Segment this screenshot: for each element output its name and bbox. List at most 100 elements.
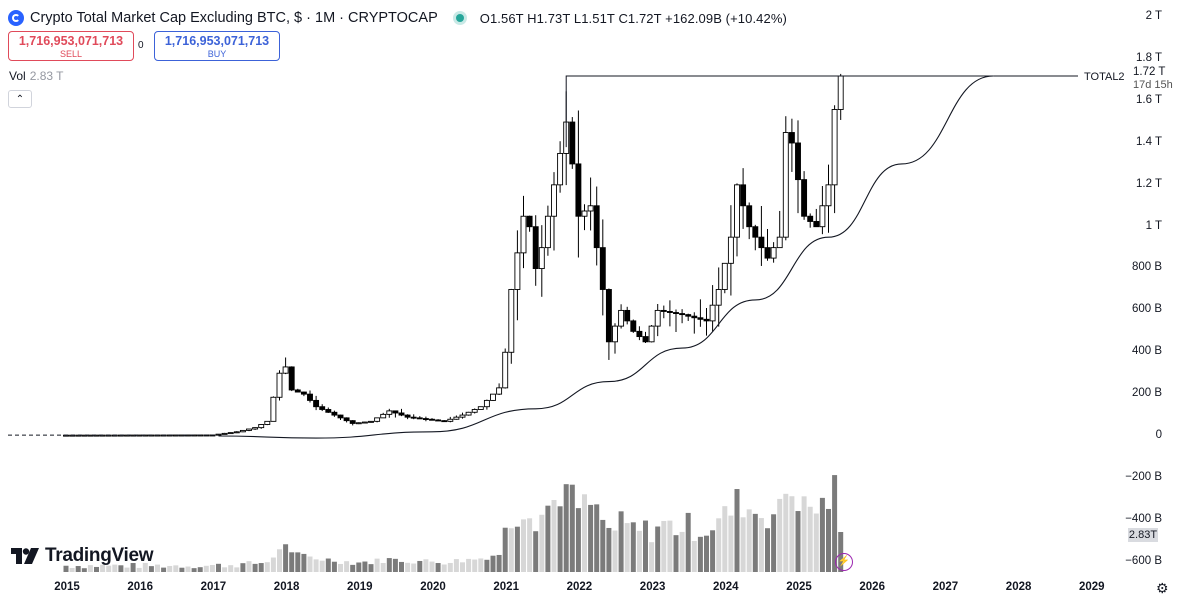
- volume-bar: [142, 562, 148, 572]
- candle-body: [654, 309, 661, 327]
- volume-bar: [795, 511, 801, 572]
- candle-body: [636, 330, 643, 338]
- volume-value: 2.83 T: [29, 69, 64, 83]
- brand-name: TradingView: [45, 545, 154, 566]
- volume-bar: [594, 504, 600, 572]
- volume-bar: [819, 497, 825, 572]
- candle-body: [538, 247, 545, 270]
- candle-body: [233, 431, 240, 434]
- volume-bar: [758, 518, 764, 572]
- candle-body: [587, 205, 594, 212]
- volume-bar: [746, 509, 752, 572]
- buy-button[interactable]: 1,716,953,071,713 BUY: [154, 31, 280, 61]
- volume-bar: [313, 559, 319, 572]
- price-tick-label: 400 B: [1131, 345, 1162, 358]
- volume-bar: [612, 530, 618, 572]
- candle-body: [307, 393, 313, 401]
- candle-body: [642, 336, 649, 343]
- candle-body: [776, 236, 783, 249]
- candle-body: [380, 413, 387, 419]
- time-tick-label: 2023: [639, 581, 666, 593]
- chevron-up-icon[interactable]: ⌃: [8, 90, 32, 108]
- candle-body: [508, 289, 515, 353]
- candle-body: [374, 417, 381, 422]
- time-tick-label: 2025: [786, 581, 812, 593]
- market-status-icon: [455, 14, 464, 22]
- volume-bar: [630, 522, 636, 572]
- candle-body: [349, 420, 356, 424]
- last-price: 1.72 T: [1133, 66, 1166, 78]
- volume-bar: [350, 564, 356, 572]
- candle-body: [569, 121, 576, 165]
- volume-bar: [466, 558, 472, 572]
- candle-body: [782, 132, 789, 238]
- sell-button[interactable]: 1,716,953,071,713 SELL: [8, 31, 134, 61]
- time-tick-label: 2017: [200, 581, 227, 593]
- volume-bar: [319, 560, 325, 572]
- candle-body: [361, 421, 368, 424]
- volume-bar: [734, 489, 740, 572]
- volume-bar: [301, 553, 307, 572]
- candle-body: [612, 325, 618, 343]
- candle-body: [294, 389, 301, 393]
- buy-label: BUY: [207, 49, 227, 59]
- volume-bar: [801, 496, 807, 572]
- volume-bar: [417, 560, 423, 572]
- candle-body: [764, 247, 771, 259]
- volume-bar: [783, 493, 789, 572]
- candle-body: [368, 420, 374, 423]
- volume-bar: [673, 535, 679, 572]
- time-tick-label: 2018: [273, 581, 300, 593]
- volume-bar: [472, 559, 478, 572]
- candle-body: [660, 309, 667, 312]
- volume-bar: [832, 475, 838, 572]
- volume-bar: [368, 564, 374, 572]
- volume-bar: [539, 514, 545, 572]
- price-tick-label: 1.2 T: [1136, 177, 1162, 190]
- candle-body: [666, 311, 673, 313]
- symbol-title[interactable]: Crypto Total Market Cap Excluding BTC, $…: [30, 10, 438, 26]
- volume-bar: [533, 531, 539, 572]
- ohlc-values: O1.56T H1.73T L1.51T C1.72T +162.09B (+1…: [479, 10, 787, 26]
- volume-bar: [740, 517, 746, 572]
- volume-bar: [545, 505, 551, 572]
- gear-icon[interactable]: ⚙: [1156, 580, 1169, 596]
- volume-bar: [63, 565, 69, 572]
- volume-bar: [807, 506, 813, 572]
- candle-body: [807, 215, 814, 222]
- candle-body: [746, 205, 753, 228]
- bar-countdown: 17d 15h: [1133, 79, 1173, 91]
- candle-body: [337, 414, 344, 419]
- resistance-line: [565, 75, 994, 148]
- candle-body: [441, 420, 448, 423]
- volume-bar: [338, 563, 343, 572]
- candle-body: [331, 411, 338, 416]
- tradingview-icon: [11, 548, 39, 564]
- volume-bar: [502, 527, 508, 572]
- price-tick-label: 2 T: [1145, 10, 1162, 22]
- candle-body: [551, 184, 557, 217]
- candle-body: [239, 429, 246, 433]
- lightning-icon[interactable]: ⚡: [835, 553, 853, 571]
- volume-bar: [575, 508, 581, 572]
- price-tick-label: 1.4 T: [1136, 135, 1162, 148]
- volume-bar: [356, 562, 362, 572]
- volume-bar: [216, 563, 221, 572]
- time-tick-label: 2020: [420, 581, 446, 593]
- candle-body: [483, 399, 490, 408]
- candle-body: [709, 304, 716, 322]
- volume-bar: [264, 562, 270, 572]
- volume-bar: [374, 558, 380, 572]
- candle-body: [557, 152, 564, 186]
- volume-bar: [636, 530, 642, 572]
- price-tick-label: 800 B: [1131, 261, 1162, 274]
- price-tick-label: 600 B: [1131, 303, 1162, 316]
- sell-label: SELL: [59, 49, 83, 59]
- volume-bar: [460, 562, 465, 572]
- candle-body: [422, 418, 429, 421]
- candle-body: [258, 424, 265, 429]
- price-tick-label: 0: [1155, 429, 1162, 441]
- candle-body: [630, 320, 637, 332]
- volume-bar: [331, 561, 337, 572]
